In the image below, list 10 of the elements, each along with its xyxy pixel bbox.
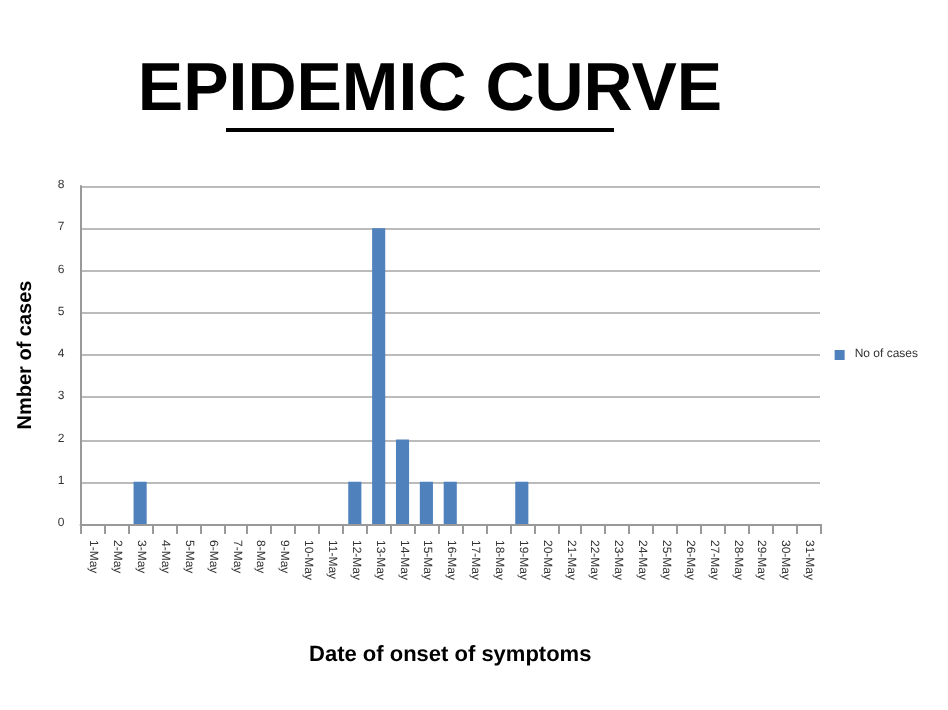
x-axis-title: Date of onset of symptoms	[309, 643, 592, 667]
bar	[133, 481, 147, 524]
y-axis-title: Nmber of cases	[15, 279, 37, 430]
bar	[443, 481, 457, 524]
bar	[419, 481, 433, 524]
bar	[348, 481, 362, 524]
bar	[515, 481, 529, 524]
chart-title: EPIDEMIC CURVE	[137, 50, 723, 126]
bar	[395, 439, 410, 524]
bar	[372, 228, 386, 524]
